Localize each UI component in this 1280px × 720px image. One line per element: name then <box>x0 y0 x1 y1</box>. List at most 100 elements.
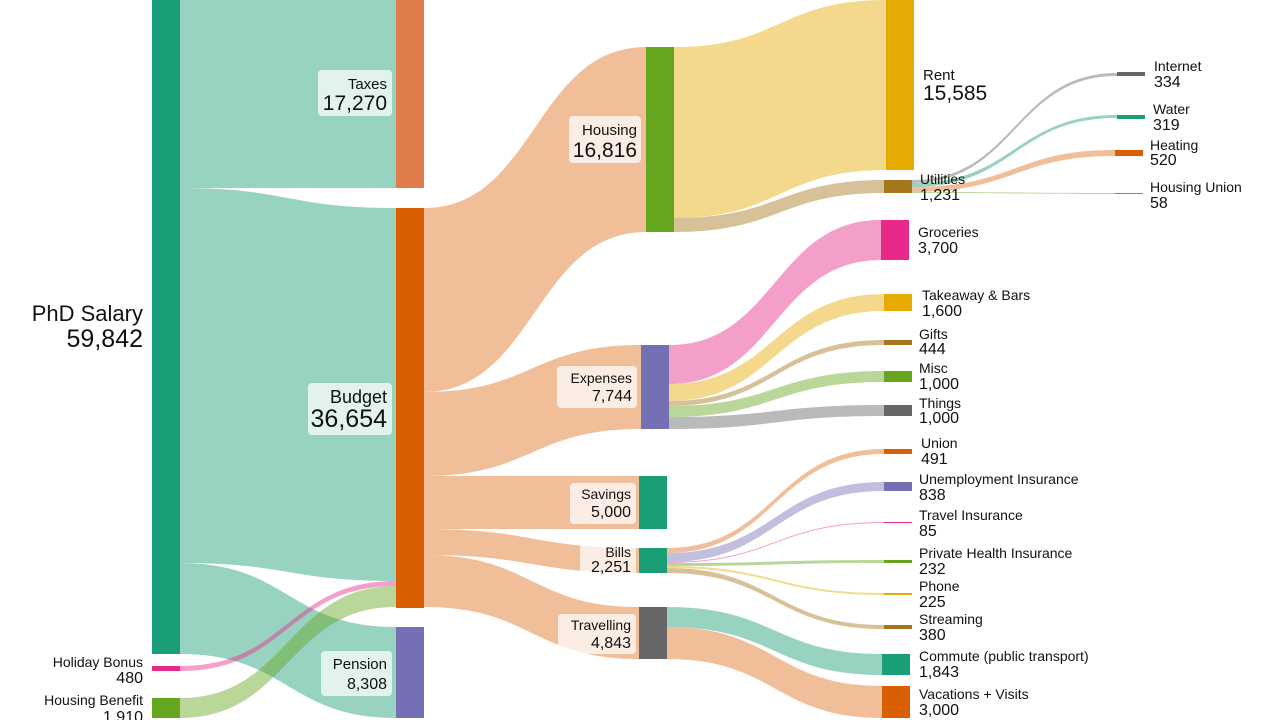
link-travelling-commute <box>667 607 882 675</box>
node-streaming[interactable] <box>884 625 912 629</box>
union-name: Union <box>921 435 958 451</box>
node-taxes[interactable] <box>396 0 424 188</box>
node-savings[interactable] <box>639 476 667 529</box>
bills-label-box <box>580 543 636 575</box>
internet-name: Internet <box>1154 58 1202 74</box>
node-unemployment[interactable] <box>884 482 912 491</box>
housing-union-value: 58 <box>1150 195 1168 212</box>
streaming-name: Streaming <box>919 611 983 627</box>
link-utilities-internet <box>912 73 1117 183</box>
rent-value: 15,585 <box>923 82 987 105</box>
link-expenses-groceries <box>669 220 881 384</box>
expenses-value: 7,744 <box>592 388 632 405</box>
link-bills-streaming <box>667 568 884 629</box>
node-things[interactable] <box>884 405 912 416</box>
holiday-bonus-name: Holiday Bonus <box>53 654 143 670</box>
taxes-value: 17,270 <box>323 92 387 115</box>
node-travel-insurance[interactable] <box>884 522 912 523</box>
link-salary-taxes <box>180 0 396 188</box>
water-name: Water <box>1153 101 1190 117</box>
streaming-value: 380 <box>919 627 946 644</box>
private-health-name: Private Health Insurance <box>919 545 1073 561</box>
holiday-bonus-value: 480 <box>116 670 143 687</box>
utilities-value: 1,231 <box>920 187 960 204</box>
node-vacations[interactable] <box>882 686 910 718</box>
expenses-name: Expenses <box>571 370 632 386</box>
commute-value: 1,843 <box>919 664 959 681</box>
node-travelling[interactable] <box>639 607 667 659</box>
node-holiday-bonus[interactable] <box>152 666 180 671</box>
node-water[interactable] <box>1117 115 1145 119</box>
savings-value: 5,000 <box>591 504 631 521</box>
node-pension[interactable] <box>396 627 424 718</box>
taxes-name: Taxes <box>348 76 387 93</box>
travelling-name: Travelling <box>571 617 631 633</box>
node-groceries[interactable] <box>881 220 909 260</box>
node-utilities[interactable] <box>884 180 912 193</box>
node-misc[interactable] <box>884 371 912 382</box>
link-benefit-budget <box>180 586 396 718</box>
link-expenses-takeaway <box>669 294 884 401</box>
node-union[interactable] <box>884 449 912 454</box>
savings-label-box <box>570 483 636 524</box>
rent-name: Rent <box>923 67 956 84</box>
node-takeaway[interactable] <box>884 294 912 311</box>
misc-name: Misc <box>919 360 948 376</box>
groceries-value: 3,700 <box>918 240 958 257</box>
node-phone[interactable] <box>884 593 912 595</box>
bills-value: 2,251 <box>591 559 631 576</box>
budget-label-box <box>308 383 392 435</box>
node-gifts[interactable] <box>884 340 912 345</box>
node-private-health[interactable] <box>884 560 912 563</box>
node-bills[interactable] <box>639 548 667 573</box>
things-name: Things <box>919 395 961 411</box>
node-internet[interactable] <box>1117 72 1145 76</box>
heating-name: Heating <box>1150 137 1198 153</box>
housing-benefit-value: 1,910 <box>103 709 143 720</box>
travelling-label-box <box>558 614 636 654</box>
utilities-name: Utilities <box>920 171 965 187</box>
phd-salary-name: PhD Salary <box>32 301 143 326</box>
link-bills-travel-ins <box>667 522 884 563</box>
label-backgrounds <box>308 70 641 696</box>
node-housing-union[interactable] <box>1115 193 1143 194</box>
housing-label-box <box>569 116 641 163</box>
node-housing[interactable] <box>646 47 674 232</box>
pension-name: Pension <box>333 656 387 673</box>
node-rent[interactable] <box>886 0 914 170</box>
link-bills-unemployment <box>667 482 884 562</box>
sankey-nodes <box>152 0 1145 718</box>
phone-name: Phone <box>919 578 960 594</box>
link-bills-private-health <box>667 560 884 566</box>
travel-insurance-name: Travel Insurance <box>919 507 1023 523</box>
private-health-value: 232 <box>919 561 946 578</box>
pension-label-box <box>321 651 392 696</box>
link-utilities-water <box>912 115 1117 187</box>
link-salary-budget <box>180 188 396 581</box>
link-utilities-heating <box>912 150 1115 192</box>
pension-value: 8,308 <box>347 676 387 693</box>
gifts-name: Gifts <box>919 326 948 342</box>
node-commute[interactable] <box>882 654 910 675</box>
things-value: 1,000 <box>919 410 959 427</box>
vacations-name: Vacations + Visits <box>919 686 1029 702</box>
expenses-label-box <box>557 366 637 408</box>
housing-union-name: Housing Union <box>1150 179 1242 195</box>
travel-insurance-value: 85 <box>919 523 937 540</box>
internet-value: 334 <box>1154 74 1181 91</box>
link-bonus-budget <box>180 581 396 671</box>
budget-name: Budget <box>330 387 387 407</box>
link-housing-rent <box>674 0 886 218</box>
node-heating[interactable] <box>1115 150 1143 156</box>
node-labels: PhD Salary 59,842 Holiday Bonus 480 Hous… <box>32 58 1242 720</box>
node-expenses[interactable] <box>641 345 669 429</box>
unemployment-name: Unemployment Insurance <box>919 471 1079 487</box>
link-housing-utilities <box>674 180 884 232</box>
link-expenses-gifts <box>669 340 884 406</box>
node-budget[interactable] <box>396 208 424 608</box>
node-housing-benefit[interactable] <box>152 698 180 718</box>
node-phd-salary[interactable] <box>152 0 180 654</box>
link-expenses-misc <box>669 371 884 417</box>
link-budget-housing <box>424 47 646 392</box>
